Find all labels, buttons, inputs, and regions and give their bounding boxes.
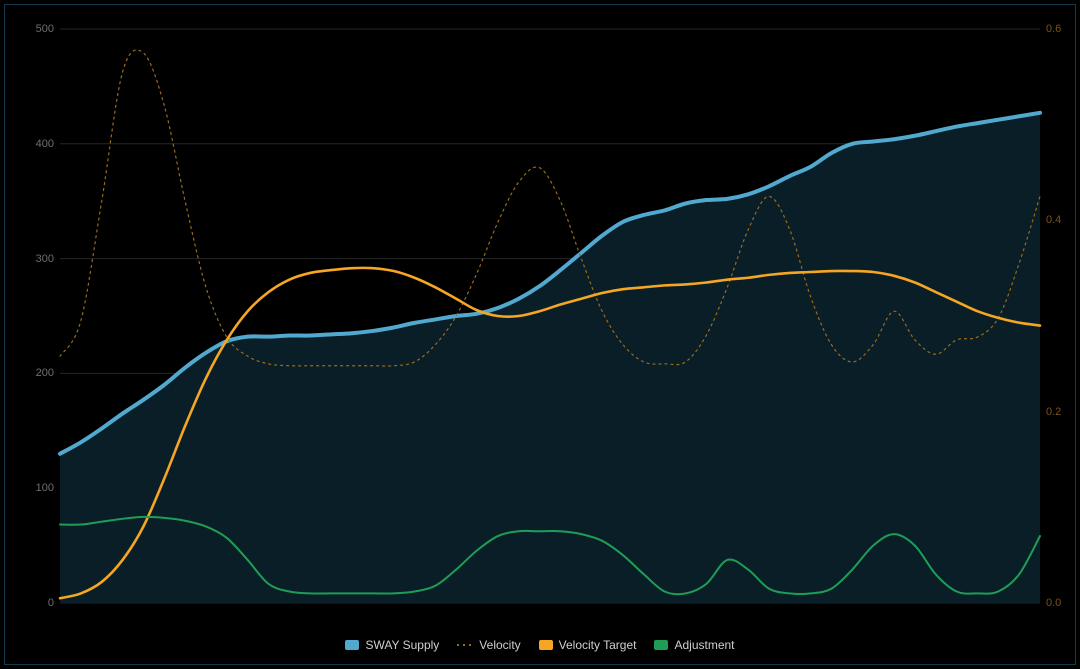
y-right-tick-label: 0.6: [1046, 23, 1076, 35]
legend-item-adjustment[interactable]: Adjustment: [654, 638, 734, 652]
legend-swatch-adjustment: [654, 640, 668, 650]
legend-swatch-sway-supply: [345, 640, 359, 650]
chart-svg: [5, 5, 1077, 625]
chart-frame: 0 100 200 300 400 500 0.0 0.2 0.4 0.6 SWAY Suppl…: [4, 4, 1076, 665]
legend-swatch-velocity: [457, 640, 473, 650]
y-left-tick-label: 200: [24, 367, 54, 379]
legend-item-sway-supply[interactable]: SWAY Supply: [345, 638, 439, 652]
y-right-tick-label: 0.0: [1046, 597, 1076, 609]
legend-label: Velocity: [479, 638, 520, 652]
legend-item-velocity[interactable]: Velocity: [457, 638, 520, 652]
legend-label: SWAY Supply: [365, 638, 439, 652]
y-left-tick-label: 500: [24, 23, 54, 35]
y-left-tick-label: 0: [24, 597, 54, 609]
chart-plot-area: 0 100 200 300 400 500 0.0 0.2 0.4 0.6: [5, 5, 1077, 625]
y-right-tick-label: 0.2: [1046, 406, 1076, 418]
legend-item-velocity-target[interactable]: Velocity Target: [539, 638, 637, 652]
y-right-tick-label: 0.4: [1046, 214, 1076, 226]
y-left-tick-label: 400: [24, 138, 54, 150]
legend-swatch-velocity-target: [539, 640, 553, 650]
legend-label: Velocity Target: [559, 638, 637, 652]
chart-legend: SWAY Supply Velocity Velocity Target Adj…: [5, 638, 1075, 652]
legend-label: Adjustment: [674, 638, 734, 652]
y-left-tick-label: 300: [24, 253, 54, 265]
y-left-tick-label: 100: [24, 482, 54, 494]
